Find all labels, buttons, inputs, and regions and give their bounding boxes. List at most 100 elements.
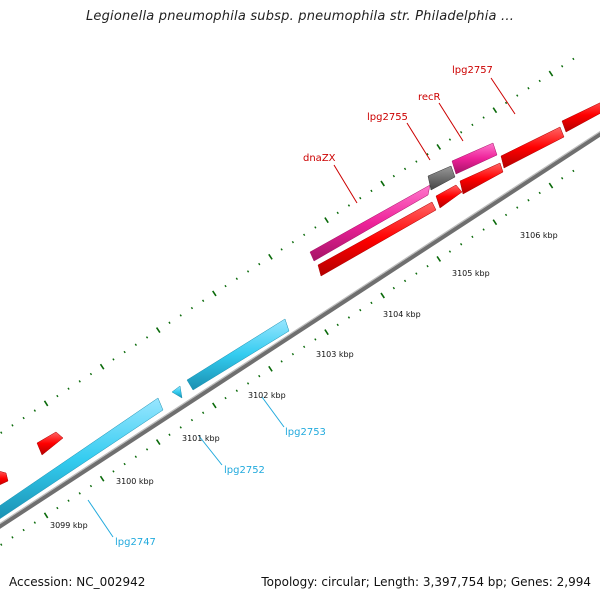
tick-mark bbox=[314, 226, 317, 229]
tick-mark bbox=[258, 374, 261, 378]
tick-mark bbox=[89, 372, 93, 376]
tick-label: 3102 kbp bbox=[248, 391, 286, 400]
tick-mark bbox=[370, 301, 373, 305]
tick-mark bbox=[482, 116, 485, 119]
tick-label: 3106 kbp bbox=[520, 231, 558, 240]
tick-mark bbox=[112, 470, 115, 473]
tick-mark bbox=[56, 506, 59, 510]
tick-mark bbox=[538, 191, 541, 195]
tick-label: 3105 kbp bbox=[452, 269, 490, 278]
tick-mark bbox=[460, 131, 463, 134]
gene-red-7[interactable] bbox=[0, 470, 9, 487]
tick-mark bbox=[235, 277, 238, 280]
gene-label[interactable]: lpg2753 bbox=[285, 427, 326, 438]
tick-mark bbox=[145, 336, 149, 339]
tick-mark bbox=[336, 323, 339, 327]
tick-mark bbox=[527, 87, 530, 90]
gene-track[interactable] bbox=[0, 98, 600, 522]
gene-recr[interactable] bbox=[451, 142, 498, 175]
gene-red-5[interactable] bbox=[459, 162, 504, 195]
tick-mark bbox=[347, 204, 351, 207]
tick-mark bbox=[504, 101, 508, 105]
tick-mark bbox=[11, 536, 14, 539]
tick-mark bbox=[460, 243, 463, 246]
tick-mark bbox=[561, 177, 564, 180]
tick-mark bbox=[448, 138, 452, 141]
tick-label: 3101 kbp bbox=[182, 434, 220, 443]
tick-mark bbox=[56, 394, 59, 398]
gene-dnazx[interactable] bbox=[309, 184, 431, 262]
tick-mark bbox=[415, 272, 418, 275]
tick-mark bbox=[426, 153, 429, 156]
gene-red-4[interactable] bbox=[435, 184, 463, 209]
tick-mark bbox=[235, 389, 238, 392]
tick-mark bbox=[471, 235, 474, 239]
backbone bbox=[0, 130, 600, 529]
tick-mark bbox=[190, 418, 194, 422]
gene-label[interactable]: lpg2752 bbox=[224, 465, 265, 476]
tick-mark bbox=[448, 250, 452, 253]
tick-mark bbox=[359, 196, 362, 200]
gene-lpg2747[interactable] bbox=[0, 397, 164, 522]
tick-mark bbox=[280, 248, 283, 251]
tick-mark bbox=[403, 167, 407, 171]
tick-mark bbox=[370, 189, 373, 193]
tick-mark bbox=[324, 329, 329, 336]
gene-lpg2753[interactable] bbox=[186, 318, 290, 391]
gene-lpg2752[interactable] bbox=[171, 385, 183, 399]
tick-mark bbox=[11, 424, 14, 427]
tick-mark bbox=[224, 396, 227, 400]
tick-mark bbox=[33, 409, 36, 412]
tick-mark bbox=[436, 255, 442, 262]
tick-mark bbox=[112, 358, 115, 361]
gene-label[interactable]: lpg2747 bbox=[115, 537, 156, 548]
tick-mark bbox=[392, 286, 395, 290]
tick-mark bbox=[246, 382, 250, 385]
tick-mark bbox=[134, 455, 137, 458]
gene-red-6[interactable] bbox=[36, 431, 64, 456]
tick-mark bbox=[168, 433, 171, 436]
tick-mark bbox=[403, 279, 407, 283]
tick-mark bbox=[359, 308, 362, 312]
tick-mark bbox=[123, 350, 126, 354]
tick-mark bbox=[155, 327, 161, 334]
tick-mark bbox=[527, 199, 530, 202]
page-title: Legionella pneumophila subsp. pneumophil… bbox=[85, 9, 515, 24]
gene-lpg2755[interactable] bbox=[427, 165, 456, 191]
tick-mark bbox=[471, 123, 474, 127]
tick-mark bbox=[212, 290, 217, 297]
gene-red-3[interactable] bbox=[317, 201, 437, 277]
tick-mark bbox=[0, 431, 3, 434]
gene-label[interactable]: lpg2755 bbox=[367, 112, 408, 123]
gene-label[interactable]: recR bbox=[418, 92, 441, 103]
tick-labels: 3099 kbp 3100 kbp 3101 kbp 3102 kbp 3103… bbox=[50, 231, 558, 530]
tick-mark bbox=[291, 240, 295, 244]
tick-mark bbox=[89, 484, 93, 488]
tick-mark bbox=[324, 217, 329, 224]
tick-mark bbox=[224, 284, 227, 288]
tick-mark bbox=[516, 94, 519, 97]
tick-mark bbox=[123, 462, 126, 466]
tick-mark bbox=[548, 182, 554, 189]
tick-mark bbox=[258, 262, 261, 266]
gene-label[interactable]: dnaZX bbox=[303, 153, 336, 164]
tick-tracks bbox=[0, 57, 575, 546]
genome-summary-text: Topology: circular; Length: 3,397,754 bp… bbox=[261, 575, 591, 589]
tick-mark bbox=[572, 169, 575, 173]
gene-red-1[interactable] bbox=[500, 126, 565, 169]
tick-mark bbox=[99, 475, 105, 482]
tick-mark bbox=[538, 79, 541, 83]
tick-mark bbox=[202, 299, 205, 302]
tick-mark bbox=[303, 345, 306, 348]
tick-mark bbox=[22, 528, 25, 532]
tick-mark bbox=[268, 365, 273, 372]
tick-mark bbox=[168, 321, 171, 324]
gene-label[interactable]: lpg2757 bbox=[452, 65, 493, 76]
tick-mark bbox=[572, 57, 575, 61]
tick-mark bbox=[33, 521, 36, 524]
tick-mark bbox=[436, 143, 442, 150]
reverse-gene-labels: lpg2747 lpg2752 lpg2753 bbox=[115, 427, 326, 548]
tick-mark bbox=[155, 439, 161, 446]
gene-red-2[interactable] bbox=[561, 98, 600, 133]
